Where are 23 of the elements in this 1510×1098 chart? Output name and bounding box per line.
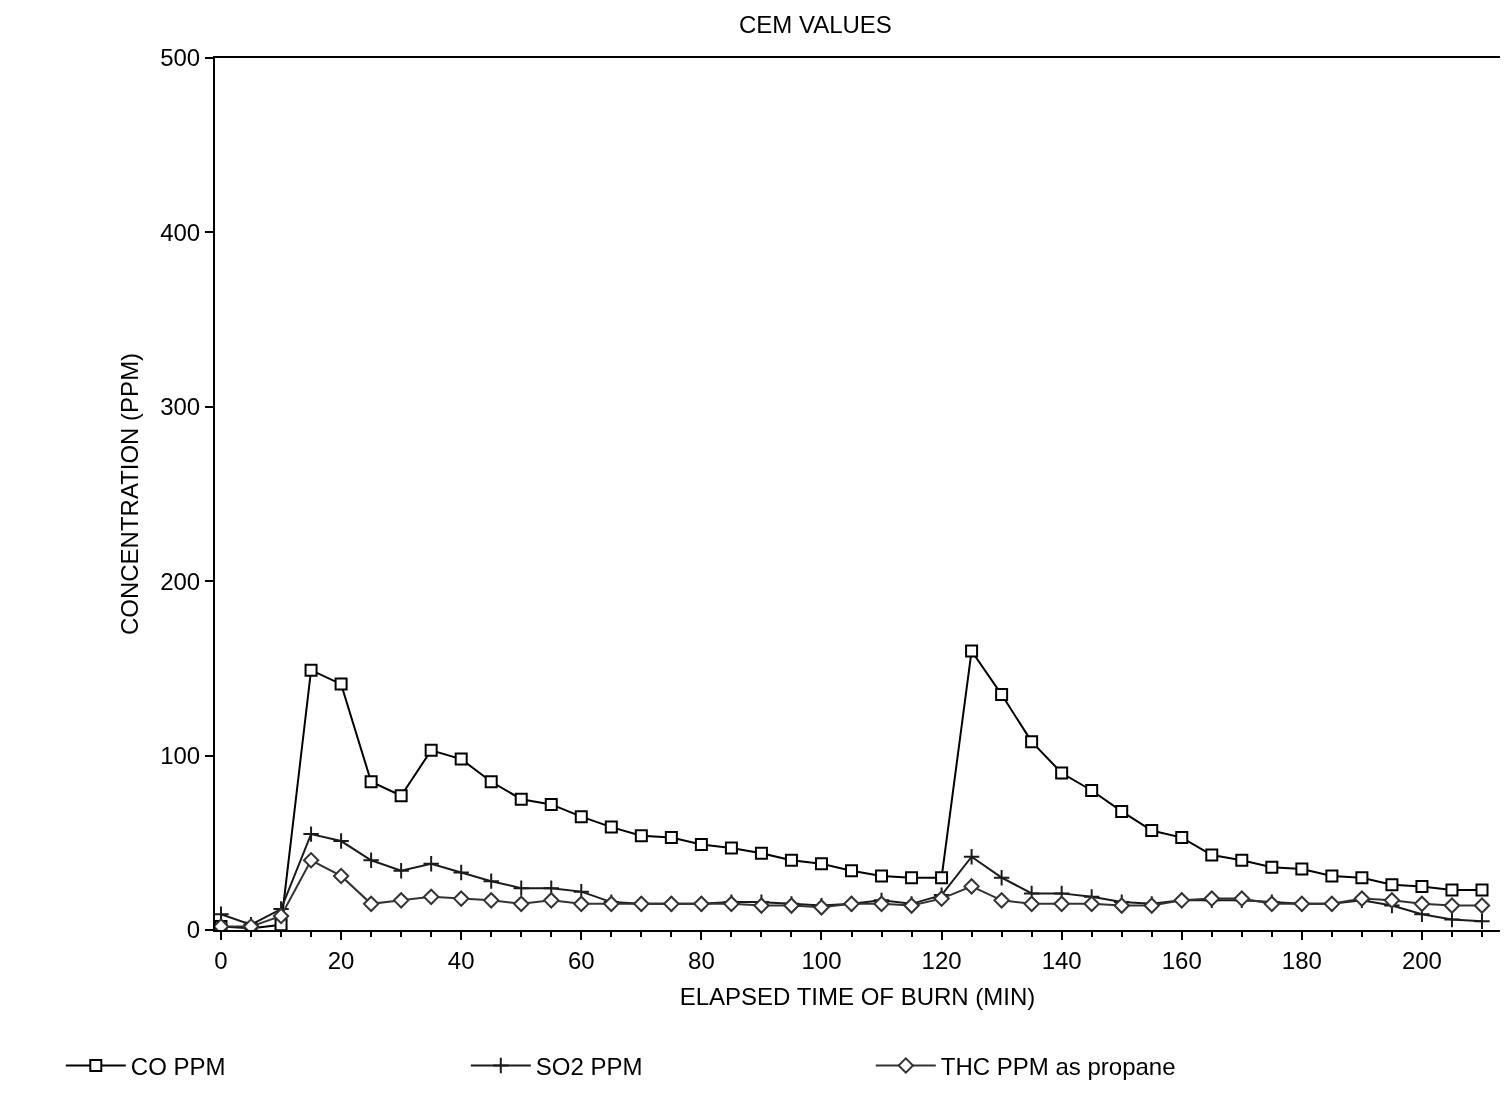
x-tick-label: 40 xyxy=(447,946,475,974)
x-tick-label: 120 xyxy=(921,946,962,974)
y-tick-label: 100 xyxy=(160,742,201,769)
x-tick-label: 180 xyxy=(1281,946,1322,974)
x-tick-label: 80 xyxy=(688,946,715,974)
x-tick-label: 60 xyxy=(567,946,595,974)
x-tick-label: 0 xyxy=(214,946,228,974)
x-tick-label: 160 xyxy=(1161,946,1202,974)
x-tick-label: 100 xyxy=(801,946,842,974)
chart-title: CEM VALUES xyxy=(738,11,892,39)
x-tick-label: 200 xyxy=(1401,946,1442,974)
legend-label: THC PPM as propane xyxy=(940,1052,1176,1080)
x-tick-label: 140 xyxy=(1041,946,1082,974)
y-tick-label: 0 xyxy=(186,916,201,944)
x-axis-title: ELAPSED TIME OF BURN (MIN) xyxy=(679,982,1036,1010)
legend-label: CO PPM xyxy=(130,1052,226,1080)
x-tick-label: 20 xyxy=(327,946,355,974)
y-axis-title: CONCENTRATION (PPM) xyxy=(115,352,143,636)
y-tick-label: 500 xyxy=(160,44,201,72)
legend-label: SO2 PPM xyxy=(535,1052,643,1080)
y-tick-label: 300 xyxy=(160,393,201,421)
y-tick-label: 400 xyxy=(160,218,201,246)
y-tick-label: 200 xyxy=(160,567,201,595)
